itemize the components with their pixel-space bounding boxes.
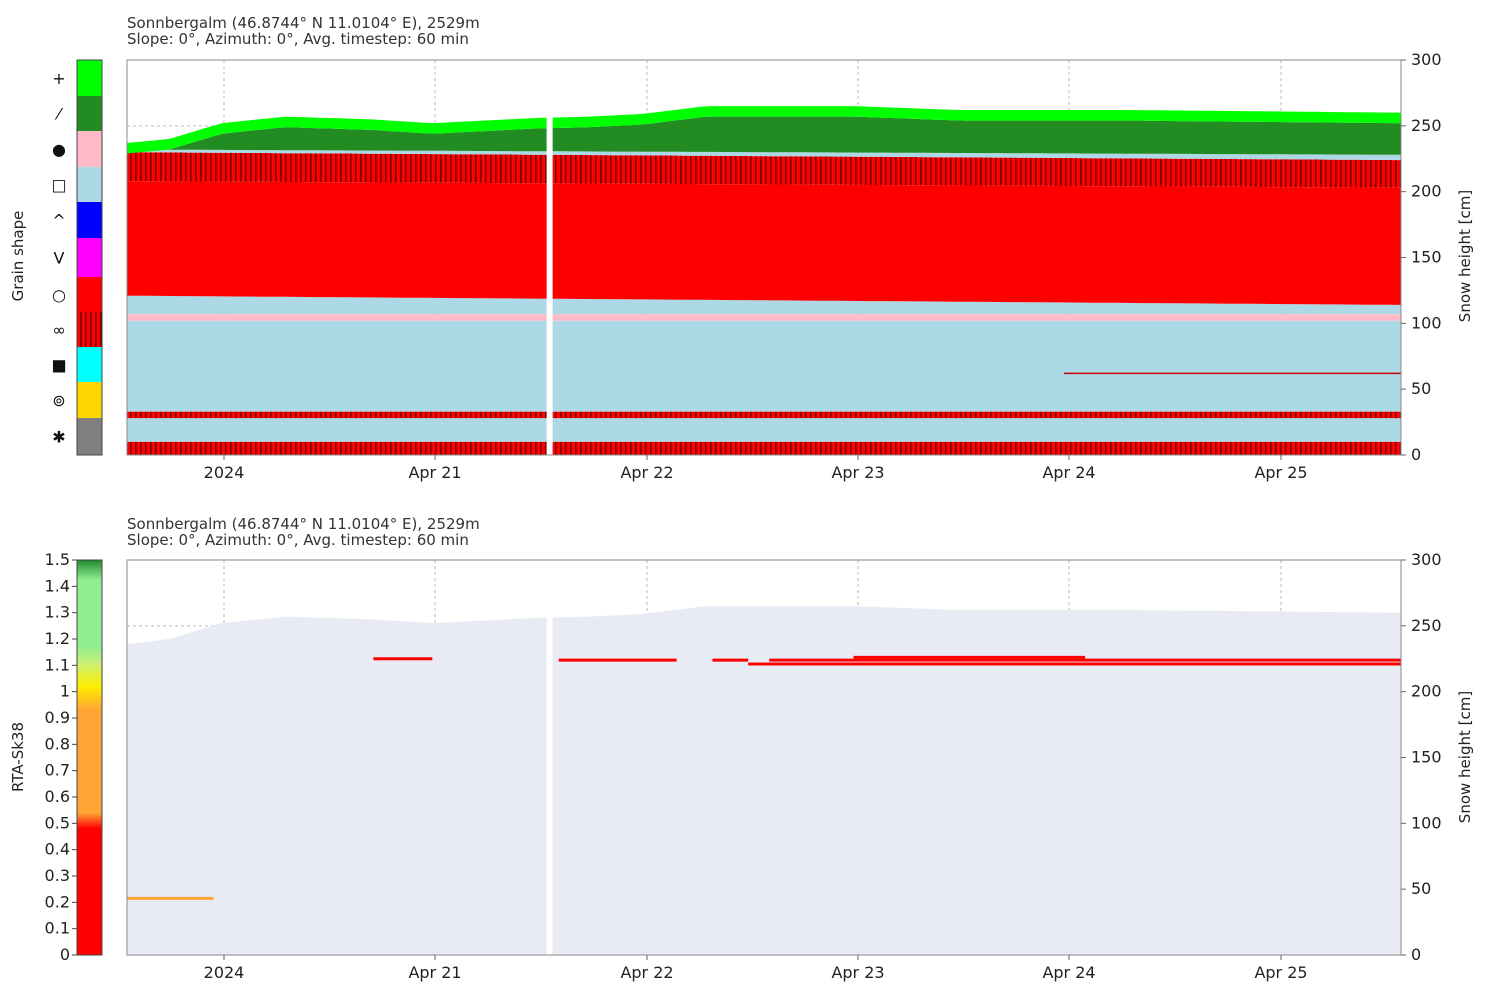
x-tick-label: 2024: [204, 463, 245, 482]
grain-shape-legend: + ⁄ ● □ ^ V ○ ∞ ■ ⊚ ✱: [51, 59, 103, 456]
legend-swatch: [77, 202, 102, 238]
colorbar-tick-label: 1.4: [45, 576, 70, 595]
legend-swatch: [77, 312, 102, 347]
legend-swatch: [77, 347, 102, 382]
legend-swatch: [77, 96, 102, 131]
grain-symbol-icon: ●: [52, 140, 66, 159]
y-tick-label: 50: [1411, 379, 1431, 398]
legend-swatch: [77, 167, 102, 202]
y-tick-label: 200: [1411, 682, 1442, 701]
legend-swatch: [77, 238, 102, 277]
colorbar-tick-label: 1.5: [45, 550, 70, 569]
grain-symbol-icon: +: [52, 69, 65, 88]
colorbar-tick-label: 1.2: [45, 629, 70, 648]
x-tick-label: Apr 24: [1042, 963, 1095, 982]
grain-symbol-icon: ⁄: [55, 105, 64, 124]
y-tick-label: 100: [1411, 313, 1442, 332]
rta-colorbar: 1.5 1.4 1.3 1.2 1.1 1 0.9 0.8 0.7 0.6 0.5 0.4 0.3 0.2…: [45, 550, 103, 964]
x-tick-label: Apr 21: [408, 463, 461, 482]
panel2-plot: 0 50 100 150 200 250 300 2024 Apr 21 Apr 22 Apr 23…: [126, 550, 1442, 982]
grain-symbol-icon: ∞: [52, 321, 65, 340]
panel2-subtitle: Slope: 0°, Azimuth: 0°, Avg. timestep: 6…: [127, 531, 469, 549]
y-tick-label: 200: [1411, 182, 1442, 201]
panel1-title: Sonnbergalm (46.8744° N 11.0104° E), 252…: [127, 14, 480, 32]
panel2-right-axis-label: Snow height [cm]: [1456, 691, 1474, 823]
y-tick-label: 300: [1411, 50, 1442, 69]
grain-layer: [127, 441, 1401, 455]
x-tick-label: Apr 22: [620, 463, 673, 482]
y-tick-label: 0: [1411, 945, 1421, 964]
grain-layer: [127, 418, 1401, 442]
grain-layer: [127, 149, 1401, 161]
panel1-left-axis-label: Grain shape: [9, 211, 27, 302]
y-tick-label: 150: [1411, 748, 1442, 767]
colorbar-tick-label: 0.2: [45, 892, 70, 911]
x-tick-label: Apr 25: [1254, 463, 1307, 482]
x-tick-label: Apr 21: [408, 963, 461, 982]
y-tick-label: 300: [1411, 550, 1442, 569]
grain-symbol-icon: ⊚: [52, 391, 65, 410]
colorbar-tick-label: 0.6: [45, 787, 70, 806]
grain-symbol-icon: ○: [52, 286, 66, 305]
colorbar-tick-label: 1: [60, 682, 70, 701]
legend-swatch: [77, 418, 102, 455]
panel1-right-axis-label: Snow height [cm]: [1456, 190, 1474, 322]
x-tick-label: Apr 23: [831, 963, 884, 982]
grain-layer: [127, 181, 1401, 305]
colorbar-tick-label: 0.9: [45, 708, 70, 727]
grain-symbol-icon: ^: [52, 211, 65, 230]
colorbar-tick-label: 0.8: [45, 734, 70, 753]
legend-swatch: [77, 60, 102, 96]
colorbar-tick-label: 0.1: [45, 919, 70, 938]
y-tick-label: 100: [1411, 813, 1442, 832]
y-tick-label: 150: [1411, 248, 1442, 267]
grain-layer: [127, 411, 1401, 419]
grain-layer: [127, 295, 1401, 315]
x-tick-label: Apr 22: [620, 963, 673, 982]
grain-symbol-icon: ■: [51, 356, 66, 375]
x-tick-label: Apr 24: [1042, 463, 1095, 482]
legend-frame: [76, 59, 103, 456]
grain-layer: [127, 320, 1401, 412]
panel1-subtitle: Slope: 0°, Azimuth: 0°, Avg. timestep: 6…: [127, 30, 469, 48]
colorbar-tick-label: 0.5: [45, 813, 70, 832]
x-tick-label: Apr 25: [1254, 963, 1307, 982]
legend-swatch: [77, 131, 102, 167]
legend-swatch: [77, 382, 102, 418]
colorbar-tick-label: 1.3: [45, 603, 70, 622]
data-gap: [546, 60, 553, 455]
x-tick-label: 2024: [204, 963, 245, 982]
colorbar-tick-label: 1.1: [45, 655, 70, 674]
data-gap: [546, 560, 553, 955]
grain-layer: [127, 152, 1401, 188]
y-tick-label: 0: [1411, 445, 1421, 464]
y-tick-label: 250: [1411, 616, 1442, 635]
grain-layer: [127, 314, 1401, 321]
grain-symbol-icon: □: [51, 176, 66, 195]
colorbar-tick-label: 0.4: [45, 840, 70, 859]
y-tick-label: 250: [1411, 116, 1442, 135]
x-tick-label: Apr 23: [831, 463, 884, 482]
colorbar-gradient: [76, 559, 103, 956]
panel1-header: Sonnbergalm (46.8744° N 11.0104° E), 252…: [127, 15, 480, 47]
colorbar-tick-label: 0.7: [45, 761, 70, 780]
grain-layer: [127, 106, 1401, 154]
y-tick-label: 50: [1411, 879, 1431, 898]
panel2-left-axis-label: RTA-Sk38: [9, 722, 27, 792]
snow-height-area: [127, 606, 1401, 955]
colorbar-tick-label: 0.3: [45, 866, 70, 885]
panel2-header: Sonnbergalm (46.8744° N 11.0104° E), 252…: [127, 516, 480, 548]
grain-symbol-icon: V: [54, 249, 65, 268]
grain-layer: [127, 116, 1401, 155]
grain-symbol-icon: ✱: [52, 428, 65, 447]
panel1-plot: 0 50 100 150 200 250 300 2024 Apr 21 Apr 22 Apr 23…: [126, 50, 1442, 482]
panel2-title: Sonnbergalm (46.8744° N 11.0104° E), 252…: [127, 515, 480, 533]
colorbar-tick-label: 0: [60, 945, 70, 964]
legend-swatch: [77, 277, 102, 312]
